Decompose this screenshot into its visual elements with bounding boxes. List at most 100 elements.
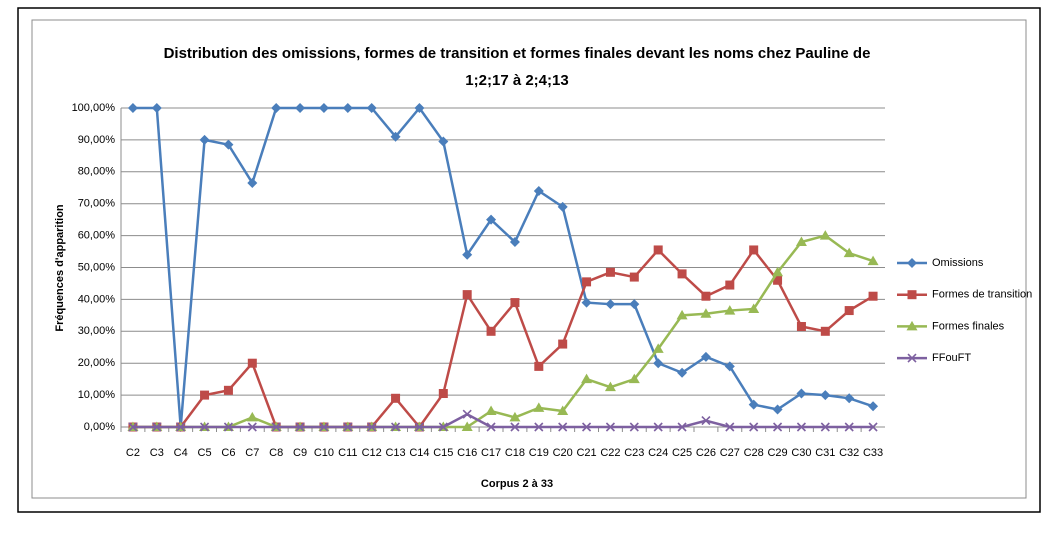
x-tick-label: C19 bbox=[529, 447, 549, 459]
x-tick-label: C2 bbox=[126, 447, 140, 459]
marker bbox=[199, 134, 210, 145]
x-tick-label: C6 bbox=[221, 447, 235, 459]
marker bbox=[342, 103, 353, 113]
marker bbox=[390, 131, 401, 142]
marker bbox=[581, 297, 592, 308]
marker bbox=[318, 103, 329, 113]
marker bbox=[653, 358, 664, 369]
marker bbox=[772, 422, 783, 432]
marker bbox=[868, 291, 878, 301]
marker bbox=[795, 236, 807, 246]
y-tick-label: 60,00% bbox=[78, 230, 116, 242]
legend-marker bbox=[906, 320, 918, 331]
x-tick-label: C13 bbox=[385, 447, 405, 459]
marker bbox=[581, 373, 593, 384]
x-tick-label: C26 bbox=[696, 447, 716, 459]
marker bbox=[510, 422, 520, 432]
marker bbox=[773, 275, 783, 285]
marker bbox=[558, 422, 568, 432]
x-tick-label: C9 bbox=[293, 447, 307, 459]
legend-label: Formes de transition bbox=[932, 289, 1032, 301]
marker bbox=[725, 422, 735, 432]
marker bbox=[438, 422, 448, 432]
y-axis-title: Fréquences d'apparition bbox=[54, 204, 66, 332]
x-tick-label: C25 bbox=[672, 447, 692, 459]
x-tick-label: C4 bbox=[174, 447, 188, 459]
marker bbox=[844, 422, 854, 432]
marker bbox=[701, 416, 711, 426]
x-tick-label: C14 bbox=[409, 447, 429, 459]
legend-marker bbox=[907, 258, 917, 268]
x-tick-label: C33 bbox=[863, 447, 883, 459]
x-tick-label: C23 bbox=[624, 447, 644, 459]
marker bbox=[677, 422, 687, 432]
x-tick-label: C22 bbox=[600, 447, 620, 459]
marker bbox=[390, 422, 401, 432]
marker bbox=[462, 249, 473, 260]
marker bbox=[414, 103, 425, 113]
marker bbox=[844, 393, 855, 404]
marker bbox=[677, 367, 688, 378]
marker bbox=[796, 322, 806, 332]
x-tick-label: C29 bbox=[767, 447, 787, 459]
marker bbox=[844, 306, 854, 316]
marker bbox=[558, 339, 568, 349]
marker bbox=[462, 290, 472, 300]
marker bbox=[152, 422, 162, 432]
marker bbox=[748, 399, 759, 410]
x-tick-label: C7 bbox=[245, 447, 259, 459]
x-tick-label: C30 bbox=[791, 447, 811, 459]
marker bbox=[724, 361, 735, 372]
marker bbox=[867, 255, 879, 266]
marker bbox=[557, 201, 568, 212]
marker bbox=[151, 103, 162, 113]
marker bbox=[271, 422, 281, 432]
marker bbox=[772, 404, 783, 415]
marker bbox=[868, 422, 878, 432]
x-tick-label: C21 bbox=[576, 447, 596, 459]
marker bbox=[509, 411, 521, 422]
x-tick-label: C24 bbox=[648, 447, 668, 459]
x-tick-label: C11 bbox=[338, 447, 357, 459]
marker bbox=[581, 422, 592, 432]
series-line bbox=[132, 412, 874, 429]
marker bbox=[295, 103, 306, 113]
marker bbox=[748, 303, 760, 313]
marker bbox=[629, 422, 639, 432]
marker bbox=[247, 358, 257, 368]
marker bbox=[367, 422, 377, 432]
marker bbox=[557, 405, 569, 416]
marker bbox=[438, 136, 449, 147]
legend-marker bbox=[907, 290, 917, 300]
marker bbox=[366, 103, 377, 113]
marker bbox=[223, 385, 233, 395]
marker bbox=[628, 373, 640, 384]
x-tick-label: C27 bbox=[720, 447, 740, 459]
marker bbox=[843, 247, 855, 258]
marker bbox=[247, 177, 258, 188]
marker bbox=[677, 269, 687, 279]
marker bbox=[605, 422, 616, 432]
marker bbox=[772, 266, 784, 277]
marker bbox=[509, 236, 520, 247]
x-axis-title: Corpus 2 à 33 bbox=[481, 478, 553, 490]
marker bbox=[652, 343, 664, 353]
chart-title: Distribution des omissions, formes de tr… bbox=[163, 45, 871, 89]
legend-label: Omissions bbox=[932, 257, 984, 269]
marker bbox=[676, 309, 688, 320]
marker bbox=[438, 389, 448, 399]
x-tick-label: C32 bbox=[839, 447, 859, 459]
legend-label: FFouFT bbox=[932, 352, 971, 364]
marker bbox=[271, 103, 282, 113]
marker bbox=[629, 299, 640, 310]
x-tick-label: C18 bbox=[505, 447, 525, 459]
y-tick-label: 0,00% bbox=[84, 421, 115, 433]
marker bbox=[820, 390, 831, 401]
x-tick-label: C16 bbox=[457, 447, 477, 459]
x-tick-label: C20 bbox=[553, 447, 573, 459]
marker bbox=[199, 422, 210, 432]
marker bbox=[725, 280, 735, 290]
marker bbox=[246, 411, 258, 422]
marker bbox=[461, 421, 473, 431]
